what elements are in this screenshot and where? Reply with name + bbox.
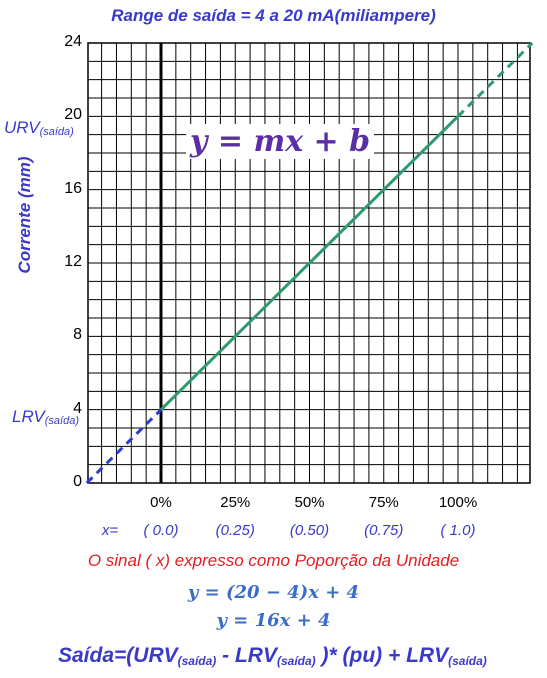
x-value-label: ( 0.0) (143, 522, 179, 539)
y-tick-label: 4 (73, 399, 82, 417)
lrv-label: LRV(saída) (12, 407, 80, 427)
chart-title: Range de saída = 4 a 20 mA(miliampere) (111, 6, 436, 25)
y-tick-label: 24 (64, 33, 82, 50)
y-tick-label: 8 (73, 326, 82, 344)
x-tick-label: 0% (150, 494, 172, 511)
x-value-label: (0.50) (289, 522, 330, 539)
x-tick-label: 25% (220, 494, 251, 511)
y-tick-label: 0 (73, 473, 82, 490)
y-tick-label: 20 (64, 106, 82, 124)
formula-line-2: y = 16x + 4 (216, 610, 331, 631)
x-tick-label: 50% (294, 494, 325, 511)
plot-border (87, 42, 531, 484)
y-tick-label: 12 (64, 253, 82, 270)
y-tick-label: 16 (64, 179, 82, 197)
x-value-label: (0.75) (364, 522, 404, 539)
extension-above-line (456, 41, 534, 118)
output-formula: Saída=(URV(saída) - LRV(saída) )* (pu) +… (58, 644, 487, 668)
line-equation: y = mx + b (186, 124, 375, 159)
signal-description: O sinal ( x) expresso como Poporção da U… (87, 551, 460, 570)
chart-series (85, 41, 534, 485)
y-axis-label: Corrente (mm) (15, 156, 34, 274)
urv-label: URV(saída) (4, 118, 74, 138)
x-tick-label: 100% (438, 494, 478, 511)
chart-plot (85, 41, 534, 485)
x-value-label: ( 1.0) (440, 522, 476, 539)
extension-below-line (85, 408, 163, 485)
chart-grid (87, 42, 531, 484)
x-tick-label: 75% (368, 494, 399, 511)
x-equals-label: x= (101, 522, 119, 539)
x-value-label: (0.25) (215, 522, 255, 539)
formula-line-1: y = (20 − 4)x + 4 (187, 582, 360, 603)
series-line (159, 115, 460, 411)
